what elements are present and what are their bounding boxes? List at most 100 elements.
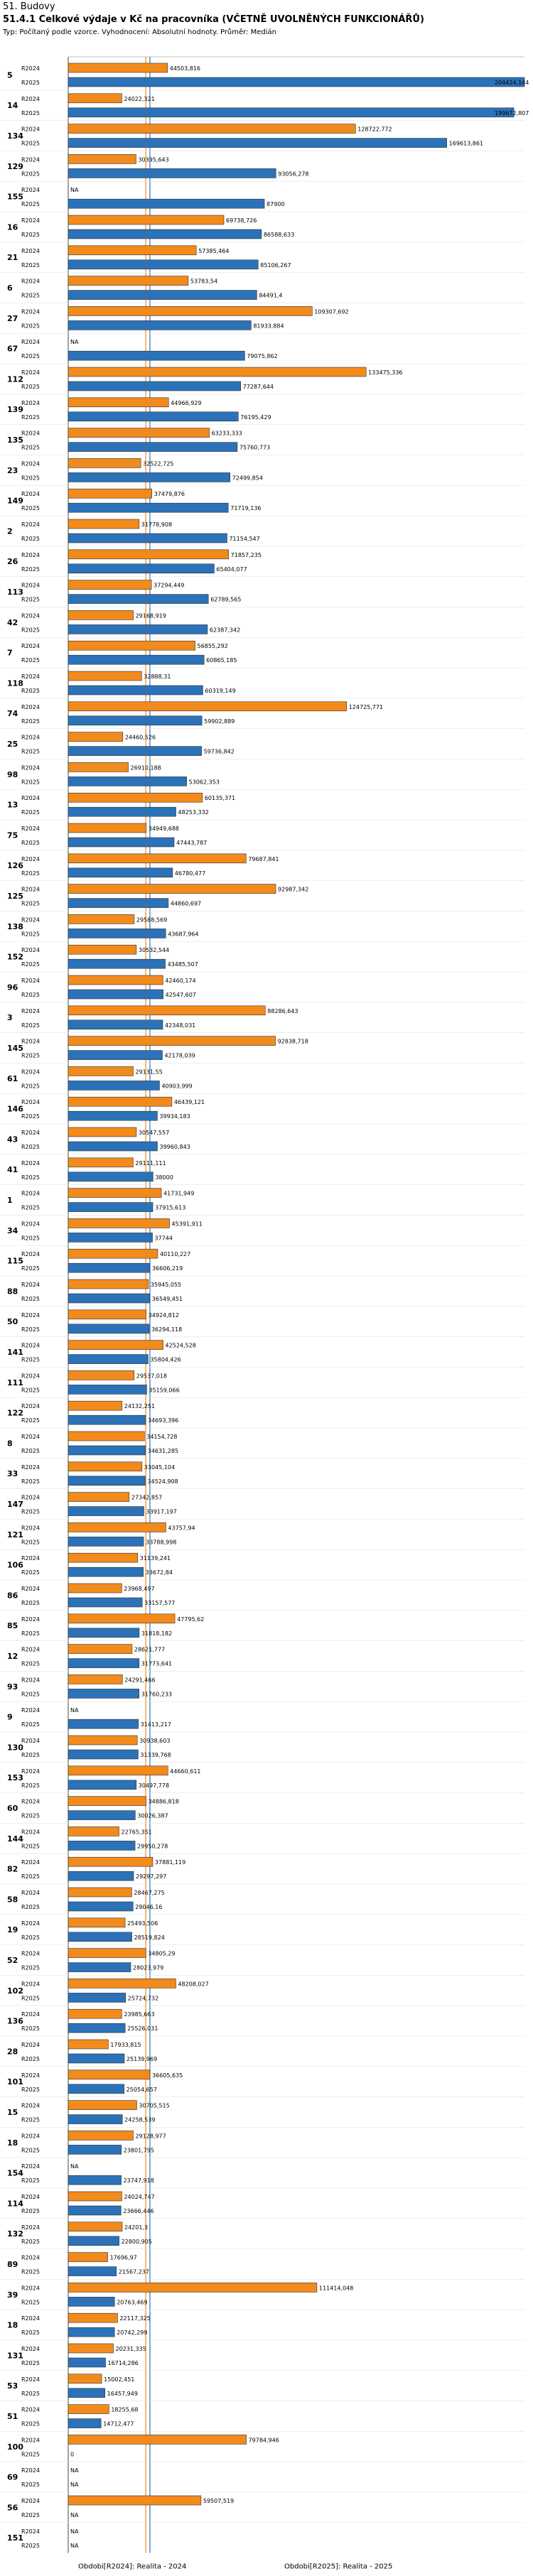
series-label: R2025	[21, 2025, 40, 2032]
category-label: 85	[7, 1621, 18, 1630]
series-label: R2024	[21, 1981, 40, 1987]
category-label: 28	[7, 2047, 18, 2056]
series-label: R2025	[21, 323, 40, 329]
category-label: 50	[7, 1317, 18, 1326]
series-label: R2025	[21, 1691, 40, 1697]
series-label: R2024	[21, 308, 40, 315]
data-label: 23747,918	[124, 2177, 154, 2184]
bar-r2025	[68, 2297, 115, 2307]
data-label: 79075,862	[247, 353, 277, 359]
category-label: 43	[7, 1135, 18, 1144]
series-label: R2025	[21, 2391, 40, 2397]
bar-r2024	[68, 1492, 130, 1502]
bar-r2025	[68, 1385, 147, 1395]
category-label: 42	[7, 618, 18, 627]
series-label: R2025	[21, 809, 40, 816]
category-label: 151	[7, 2533, 23, 2543]
data-label: 31413,217	[141, 1721, 171, 1728]
series-label: R2025	[21, 2177, 40, 2184]
category-label: 56	[7, 2503, 18, 2512]
bar-r2024	[68, 975, 163, 985]
data-label: 20742,299	[117, 2329, 147, 2336]
bar-r2024	[68, 215, 225, 225]
data-label: 31139,241	[140, 1555, 171, 1562]
category-label: 146	[7, 1105, 23, 1114]
series-label: R2025	[21, 2451, 40, 2457]
bar-r2024	[68, 1917, 126, 1928]
series-label: R2025	[21, 293, 40, 299]
data-label: 42460,174	[165, 978, 195, 984]
series-label: R2024	[21, 187, 40, 193]
series-label: R2024	[21, 2498, 40, 2504]
category-label: 154	[7, 2169, 23, 2178]
series-label: R2024	[21, 2255, 40, 2261]
bar-r2024	[68, 671, 142, 681]
series-label: R2024	[21, 2467, 40, 2474]
bar-r2025	[68, 2418, 102, 2428]
bar-r2025	[68, 1628, 140, 1638]
bar-r2025	[68, 1141, 158, 1152]
bar-r2024	[68, 1218, 170, 1228]
data-label: 29588,569	[136, 916, 167, 923]
series-label: R2025	[21, 1417, 40, 1424]
series-label: R2024	[21, 1616, 40, 1623]
series-label: R2024	[21, 217, 40, 224]
data-label: 44503,816	[170, 65, 200, 72]
bar-r2025	[68, 472, 230, 482]
data-label: 71857,235	[231, 552, 262, 558]
bar-r2024	[68, 93, 122, 104]
series-label: R2025	[21, 2543, 40, 2549]
data-label: 86588,633	[264, 232, 294, 238]
data-label: 36605,635	[152, 2072, 183, 2079]
series-label: R2024	[21, 2376, 40, 2383]
category-label: 3	[7, 1013, 13, 1022]
category-label: 6	[7, 283, 13, 293]
data-label: 62789,565	[210, 597, 241, 603]
data-label: 14712,477	[103, 2421, 134, 2428]
bar-r2024	[68, 2343, 114, 2354]
series-label: R2025	[21, 2421, 40, 2428]
data-label: 30395,643	[138, 156, 168, 163]
category-label: 102	[7, 1986, 23, 1996]
category-label: 121	[7, 1530, 23, 1539]
category-label: 67	[7, 345, 18, 354]
data-label: 31760,233	[141, 1691, 172, 1697]
bar-r2024	[68, 1066, 134, 1076]
bar-r2025	[68, 1841, 136, 1851]
category-label: 12	[7, 1652, 18, 1661]
bar-r2025	[68, 1871, 134, 1881]
bar-r2024	[68, 1827, 119, 1836]
bar-r2025	[68, 2084, 124, 2094]
bar-r2025	[68, 2357, 106, 2368]
data-label: 79784,946	[249, 2437, 279, 2443]
bar-r2024	[68, 63, 168, 73]
data-label: NA	[70, 2482, 79, 2488]
series-label: R2025	[21, 1448, 40, 1454]
series-label: R2024	[21, 583, 40, 589]
data-label: 199672,807	[495, 110, 529, 117]
bar-r2025	[68, 2053, 125, 2064]
series-label: R2024	[21, 156, 40, 163]
category-label: 139	[7, 405, 23, 414]
series-label: R2025	[21, 1265, 40, 1272]
series-label: R2024	[21, 673, 40, 680]
data-label: 92987,342	[278, 887, 308, 893]
category-label: 2	[7, 526, 13, 536]
series-label: R2024	[21, 1464, 40, 1471]
series-label: R2024	[21, 978, 40, 984]
data-label: 60135,371	[205, 795, 235, 801]
series-label: R2024	[21, 1191, 40, 1197]
data-label: 35804,426	[150, 1357, 181, 1363]
data-label: 24291,466	[124, 1677, 155, 1683]
bar-r2025	[68, 2236, 119, 2246]
series-label: R2025	[21, 1205, 40, 1211]
bar-r2025	[68, 350, 245, 361]
chart-subtitle: Typ: Počítaný podle vzorce. Vyhodnocení:…	[3, 28, 277, 36]
data-label: 47443,787	[176, 840, 207, 846]
bar-r2024	[68, 1583, 122, 1593]
category-label: 153	[7, 1773, 23, 1782]
bar-r2025	[68, 2205, 122, 2216]
data-label: 56855,292	[198, 643, 228, 649]
bar-r2024	[68, 2221, 123, 2232]
data-label: 77287,644	[243, 384, 274, 390]
